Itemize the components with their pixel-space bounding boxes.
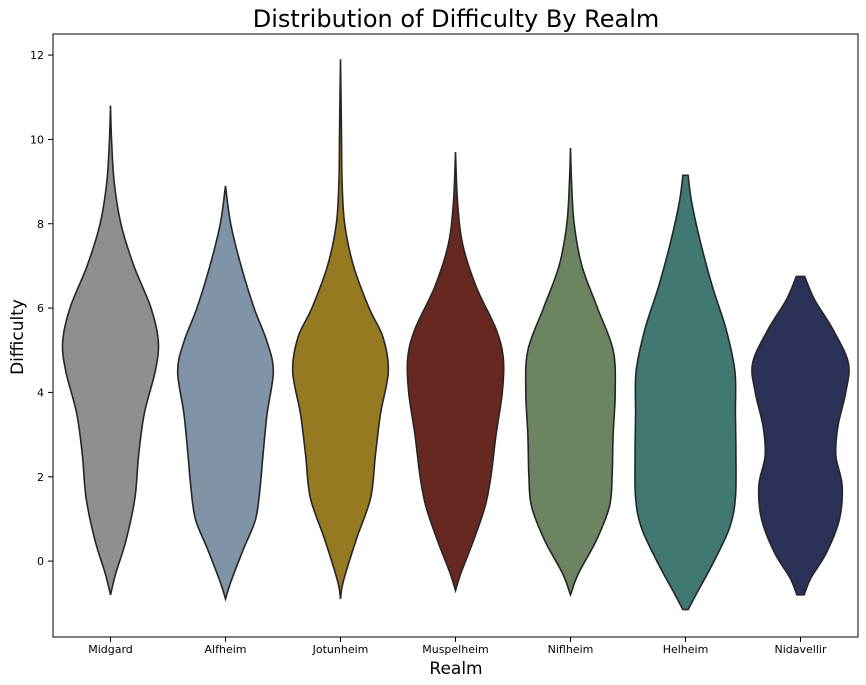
violin-group xyxy=(61,59,850,611)
y-axis-label: Difficulty xyxy=(8,299,28,375)
y-tick-label: 10 xyxy=(30,133,44,146)
chart-title: Distribution of Difficulty By Realm xyxy=(253,5,660,33)
x-tick-label-alfheim: Alfheim xyxy=(205,643,247,656)
x-tick-label-helheim: Helheim xyxy=(663,643,709,656)
x-tick-label-midgard: Midgard xyxy=(88,643,133,656)
violin-midgard xyxy=(61,105,160,596)
y-tick-label: 12 xyxy=(30,49,44,62)
violin-nidavellir xyxy=(751,275,850,596)
x-tick-label-jotunheim: Jotunheim xyxy=(312,643,369,656)
x-axis-label: Realm xyxy=(429,659,482,679)
y-tick-label: 6 xyxy=(37,302,44,315)
x-tick-label-muspelheim: Muspelheim xyxy=(422,643,489,656)
violin-helheim xyxy=(634,174,737,611)
y-tick-label: 2 xyxy=(37,471,44,484)
y-axis: 0 2 4 6 8 10 12 xyxy=(30,49,53,568)
y-tick-label: 4 xyxy=(37,386,44,399)
x-axis: Midgard Alfheim Jotunheim Muspelheim Niflhei… xyxy=(88,637,827,656)
y-tick-label: 0 xyxy=(37,555,44,568)
violin-alfheim xyxy=(176,185,275,602)
y-tick-label: 8 xyxy=(37,218,44,231)
x-tick-label-nidavellir: Nidavellir xyxy=(775,643,827,656)
violin-muspelheim xyxy=(406,152,505,594)
violin-jotunheim xyxy=(291,59,390,600)
x-tick-label-niflheim: Niflheim xyxy=(548,643,594,656)
violin-niflheim xyxy=(524,147,617,598)
